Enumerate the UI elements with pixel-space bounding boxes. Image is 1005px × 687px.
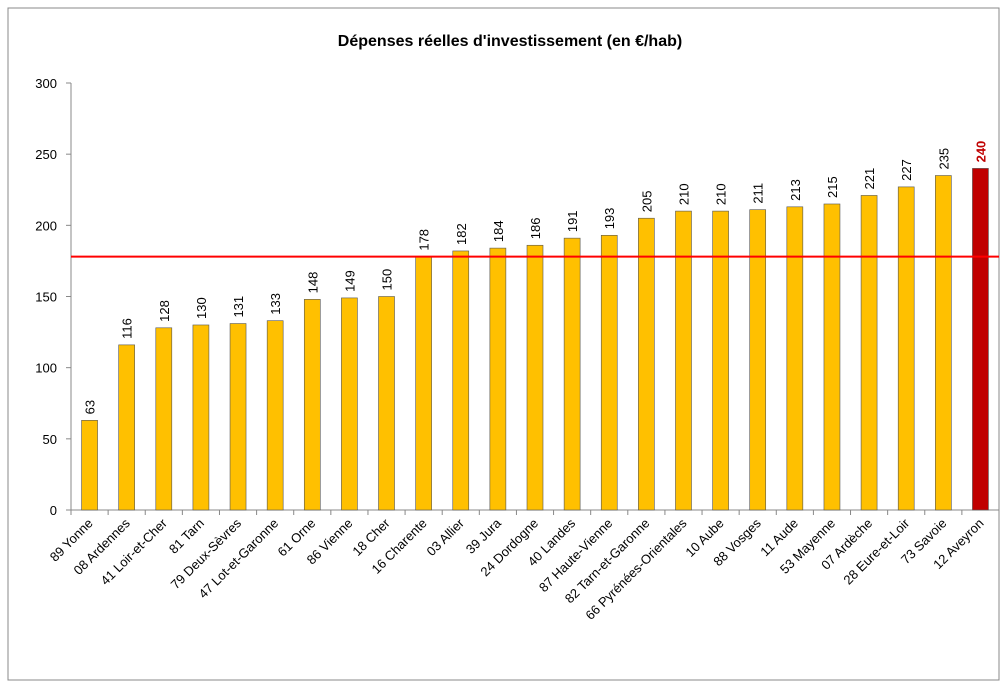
- value-label: 193: [602, 208, 617, 230]
- y-tick-label: 50: [43, 432, 57, 447]
- y-tick-label: 300: [35, 76, 57, 91]
- value-label: 211: [751, 183, 766, 204]
- value-label: 184: [491, 220, 506, 242]
- bar: [563, 237, 581, 511]
- value-label: 240: [973, 141, 988, 163]
- bar: [192, 324, 210, 511]
- value-label: 191: [565, 210, 580, 232]
- value-label: 210: [714, 183, 729, 205]
- value-label: 116: [120, 318, 135, 339]
- bar: [118, 344, 135, 511]
- bar: [155, 327, 173, 511]
- y-tick-label: 100: [35, 361, 57, 376]
- bar: [712, 210, 729, 511]
- bar: [526, 244, 544, 511]
- value-label: 213: [788, 179, 803, 201]
- value-label: 205: [639, 191, 654, 213]
- value-label: 149: [342, 270, 357, 292]
- bar: [786, 206, 804, 511]
- value-label: 148: [305, 272, 320, 294]
- bar: [229, 323, 247, 511]
- value-label: 182: [454, 223, 469, 245]
- bar: [341, 297, 358, 511]
- value-label: 221: [862, 168, 877, 190]
- bar: [600, 234, 618, 511]
- chart-title: Dépenses réelles d'investissement (en €/…: [338, 33, 682, 50]
- y-tick-label: 0: [50, 503, 57, 518]
- y-tick-label: 150: [35, 290, 57, 305]
- value-label: 133: [268, 293, 283, 315]
- bar: [303, 299, 321, 511]
- value-label: 186: [528, 218, 543, 240]
- y-tick-label: 200: [35, 218, 57, 233]
- value-label: 215: [825, 176, 840, 198]
- y-tick-label: 250: [35, 147, 57, 162]
- bar: [935, 175, 952, 511]
- bar: [489, 247, 507, 511]
- bar: [972, 168, 989, 511]
- value-label: 131: [231, 296, 246, 318]
- bar: [378, 296, 395, 511]
- value-label: 227: [899, 159, 914, 181]
- value-label: 210: [676, 183, 691, 205]
- bar: [749, 209, 767, 511]
- bar: [452, 250, 470, 511]
- bar: [897, 186, 915, 511]
- bar: [860, 195, 878, 511]
- value-label: 130: [194, 297, 209, 319]
- value-label: 63: [83, 400, 98, 414]
- value-label: 178: [417, 229, 432, 251]
- value-label: 235: [936, 148, 951, 170]
- value-label: 150: [380, 269, 395, 291]
- bar: [81, 420, 98, 511]
- value-label: 128: [157, 300, 172, 322]
- bar: [823, 203, 841, 511]
- bar: [266, 320, 284, 511]
- bar: [415, 256, 432, 511]
- bar: [638, 217, 655, 511]
- bar: [675, 210, 692, 511]
